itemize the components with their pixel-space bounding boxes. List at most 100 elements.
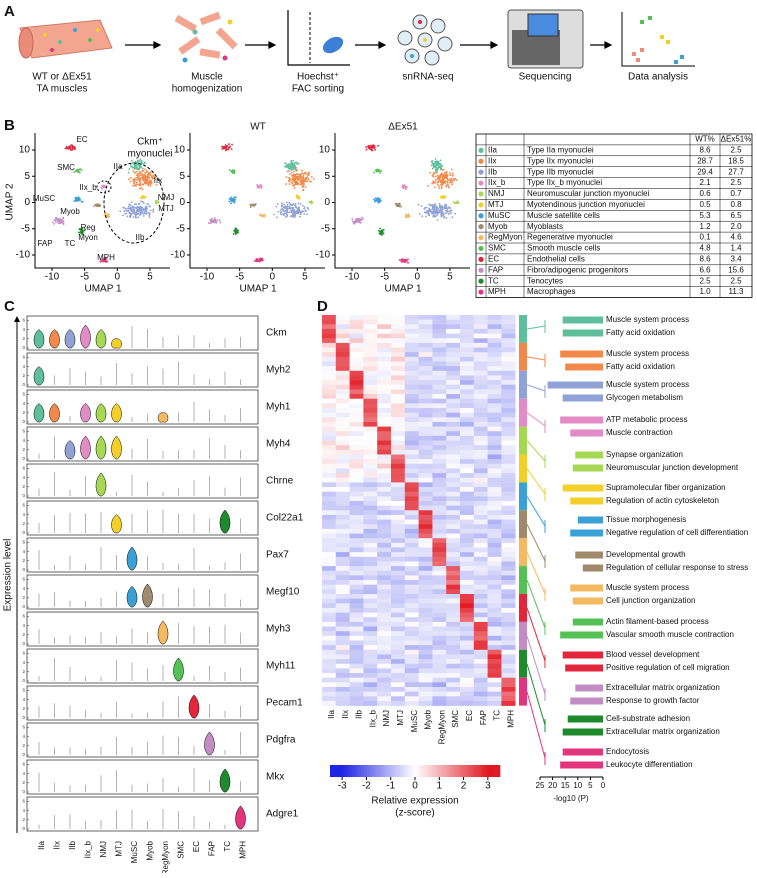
umap-point (285, 211, 288, 214)
heatmap-cell (473, 454, 488, 460)
heatmap-cell (404, 575, 419, 581)
connector (526, 412, 546, 433)
umap-point (150, 180, 153, 183)
table-cell: 18.5 (728, 156, 744, 165)
heatmap-cell (322, 654, 337, 660)
umap-point (283, 205, 286, 208)
umap-point (227, 148, 230, 151)
table-cell: Myotendinous junction myonuclei (527, 200, 645, 209)
umap-point (66, 146, 69, 149)
umap-point (301, 211, 303, 213)
heatmap-cell (404, 603, 419, 609)
step-caption: Sequencing (519, 72, 572, 83)
x-tick-label: 5 (302, 272, 308, 283)
heatmap-cell (363, 380, 378, 386)
heatmap-cell (363, 687, 378, 692)
heatmap-cell (349, 445, 364, 451)
heatmap-cell (322, 445, 337, 451)
heatmap-cell (404, 617, 419, 623)
heatmap-cell (377, 491, 392, 497)
heatmap-cell (446, 398, 461, 404)
heatmap-cell (460, 687, 475, 692)
step-caption: Data analysis (628, 72, 688, 83)
heatmap-cell (432, 668, 447, 674)
umap-point (455, 179, 458, 182)
umap-point (304, 171, 307, 174)
heatmap-cell (487, 607, 502, 613)
umap-point (257, 259, 260, 262)
umap-point (75, 169, 78, 171)
heatmap-cell (501, 338, 516, 344)
table-cell: 2.5 (730, 178, 742, 187)
umap-point (218, 219, 221, 222)
umap-point (296, 183, 298, 185)
heatmap-cell (446, 566, 461, 572)
heatmap-cell (460, 556, 475, 562)
umap-point (78, 171, 81, 174)
umap-point (125, 212, 128, 215)
heatmap-cell (501, 473, 516, 479)
heatmap-cell (446, 556, 461, 562)
heatmap-cell (418, 598, 433, 604)
heatmap-cell (404, 677, 419, 683)
umap-point (132, 206, 135, 209)
heatmap-cell (460, 700, 475, 706)
umap-point (302, 174, 305, 177)
heatmap-cell (418, 570, 433, 576)
y-tick-label: 0 (22, 567, 25, 572)
umap-point (139, 161, 142, 163)
go-term: Blood vessel development (606, 650, 700, 659)
go-bar (560, 416, 603, 424)
heatmap-cell (377, 682, 392, 688)
umap-point (302, 210, 305, 213)
heatmap-cell (363, 556, 378, 562)
heatmap-cell (460, 580, 475, 585)
umap-point (432, 166, 435, 169)
umap-point (440, 186, 443, 188)
table-cell: 2.5 (730, 145, 742, 154)
umap-point (302, 178, 305, 181)
colorbar-cell (339, 765, 343, 777)
heatmap-cell (487, 589, 502, 595)
y-tick-label: 4 (22, 512, 25, 517)
heatmap-cell (432, 519, 447, 525)
heatmap-cell (377, 533, 392, 539)
heatmap-cell (322, 580, 337, 585)
heatmap-cell (322, 696, 337, 702)
umap-point (437, 177, 440, 180)
umap-point (294, 205, 297, 208)
heatmap-cell (335, 426, 350, 432)
umap-point (294, 166, 297, 169)
axis (189, 133, 325, 269)
heatmap-cell (377, 607, 392, 613)
heatmap-cell (473, 459, 488, 465)
table-cell: IIx (488, 156, 496, 165)
heatmap-cell (418, 473, 433, 479)
umap-point (377, 168, 380, 171)
heatmap-cell (377, 347, 392, 353)
umap-point (288, 170, 290, 172)
heatmap-cell (391, 617, 406, 623)
heatmap-cell (501, 356, 516, 362)
violin (95, 403, 107, 423)
heatmap-cell (432, 635, 447, 641)
umap-point (104, 259, 107, 262)
heatmap-cell (432, 389, 447, 395)
colorbar-cell (330, 765, 333, 777)
umap-point (57, 220, 59, 223)
heatmap-cell (349, 440, 364, 446)
heatmap-cell (335, 333, 350, 339)
heatmap-cell (473, 621, 488, 627)
x-tick-label: -10 (345, 272, 360, 283)
heatmap-cell (391, 505, 406, 511)
umap-point (305, 173, 308, 175)
heatmap-cell (349, 412, 364, 418)
heatmap-cell (363, 649, 378, 655)
connector (526, 607, 546, 668)
heatmap-cell (446, 445, 461, 451)
heatmap-cell (322, 621, 337, 627)
heatmap-cell (487, 635, 502, 641)
heatmap-cell (446, 324, 461, 330)
umap-point (153, 175, 156, 178)
